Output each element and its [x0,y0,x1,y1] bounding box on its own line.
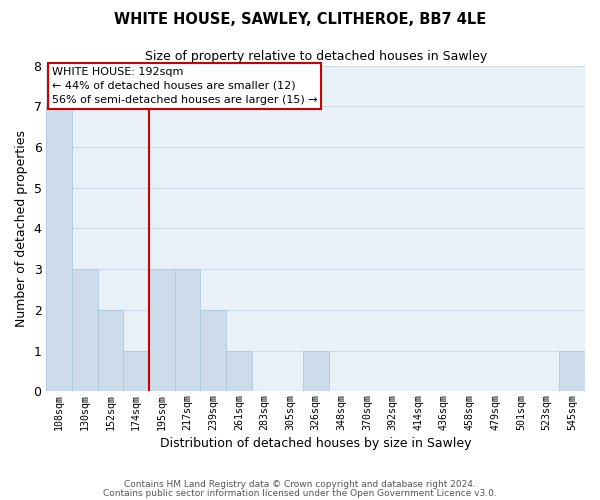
Bar [200,310,226,392]
Title: Size of property relative to detached houses in Sawley: Size of property relative to detached ho… [145,50,487,63]
Text: WHITE HOUSE: 192sqm
← 44% of detached houses are smaller (12)
56% of semi-detach: WHITE HOUSE: 192sqm ← 44% of detached ho… [52,67,317,105]
Text: WHITE HOUSE, SAWLEY, CLITHEROE, BB7 4LE: WHITE HOUSE, SAWLEY, CLITHEROE, BB7 4LE [114,12,486,28]
Bar [559,350,585,392]
Bar [46,106,72,392]
Bar [124,350,149,392]
Bar [303,350,329,392]
Y-axis label: Number of detached properties: Number of detached properties [15,130,28,327]
Bar [175,269,200,392]
Bar [72,269,98,392]
Bar [98,310,124,392]
Bar [149,269,175,392]
Bar [226,350,251,392]
Text: Contains HM Land Registry data © Crown copyright and database right 2024.: Contains HM Land Registry data © Crown c… [124,480,476,489]
X-axis label: Distribution of detached houses by size in Sawley: Distribution of detached houses by size … [160,437,472,450]
Text: Contains public sector information licensed under the Open Government Licence v3: Contains public sector information licen… [103,489,497,498]
